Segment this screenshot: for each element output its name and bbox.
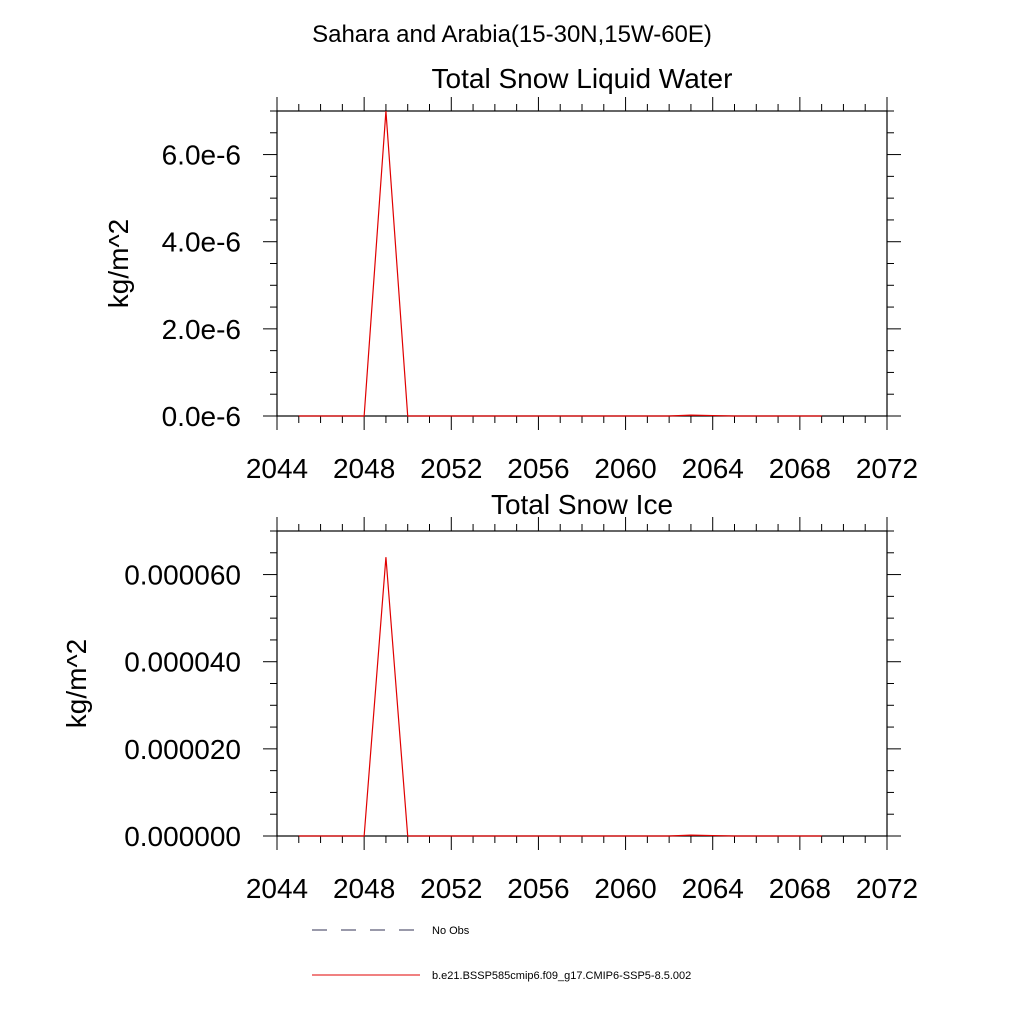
x-tick-label: 2060: [594, 453, 656, 484]
y-tick-label: 0.000000: [124, 821, 241, 852]
y-tick-label: 2.0e-6: [162, 314, 241, 345]
x-tick-label: 2056: [507, 873, 569, 904]
y-axis-label: kg/m^2: [61, 639, 92, 728]
x-tick-label: 2072: [856, 453, 918, 484]
x-tick-label: 2064: [682, 873, 744, 904]
chart-panel-2: Total Snow Ice kg/m^2 2044 2048 2052 2056 2060…: [61, 489, 918, 904]
x-tick-label: 2044: [246, 873, 308, 904]
y-tick-label: 0.000040: [124, 647, 241, 678]
plot-frame: [277, 111, 887, 416]
y-tick-label: 0.000060: [124, 560, 241, 591]
series-line-1: [299, 557, 822, 836]
chart-panel-1: Total Snow Liquid Water kg/m^2 2044 2048 205…: [103, 63, 918, 484]
page-title: Sahara and Arabia(15-30N,15W-60E): [312, 21, 712, 48]
legend-item-1: No Obs: [312, 925, 470, 937]
x-tick-label: 2052: [420, 453, 482, 484]
y-tick-label: 0.000020: [124, 734, 241, 765]
legend: No Obs b.e21.BSSP585cmip6.f09_g17.CMIP6-S…: [312, 925, 691, 982]
legend-label: b.e21.BSSP585cmip6.f09_g17.CMIP6-SSP5-8.…: [432, 970, 691, 982]
legend-label: No Obs: [432, 925, 470, 937]
y-tick-label: 4.0e-6: [162, 227, 241, 258]
x-tick-label: 2048: [333, 453, 395, 484]
x-tick-label: 2048: [333, 873, 395, 904]
x-tick-label: 2064: [682, 453, 744, 484]
x-tick-label: 2068: [769, 873, 831, 904]
x-tick-label: 2056: [507, 453, 569, 484]
x-tick-label: 2060: [594, 873, 656, 904]
x-tick-label: 2044: [246, 453, 308, 484]
x-tick-label: 2052: [420, 873, 482, 904]
plot-frame: [277, 531, 887, 836]
x-tick-label: 2068: [769, 453, 831, 484]
series-line-1: [299, 111, 822, 416]
y-tick-label: 0.0e-6: [162, 401, 241, 432]
y-tick-label: 6.0e-6: [162, 140, 241, 171]
x-tick-label: 2072: [856, 873, 918, 904]
chart-title: Total Snow Ice: [491, 489, 673, 520]
chart-panels: Total Snow Liquid Water kg/m^2 2044 2048 205…: [61, 63, 918, 904]
chart-title: Total Snow Liquid Water: [432, 63, 733, 94]
legend-item-2: b.e21.BSSP585cmip6.f09_g17.CMIP6-SSP5-8.…: [312, 970, 691, 982]
y-axis-label: kg/m^2: [103, 219, 134, 308]
